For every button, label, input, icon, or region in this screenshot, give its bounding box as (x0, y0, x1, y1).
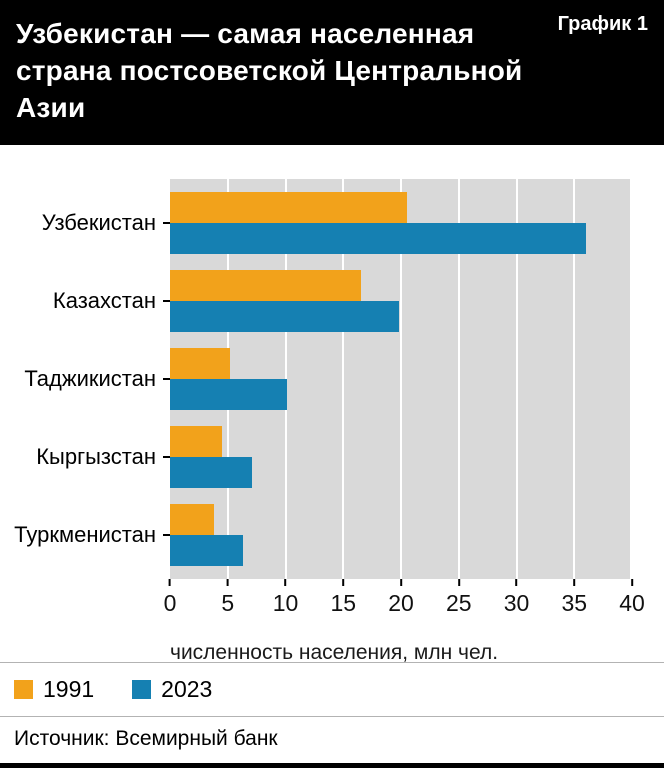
bar-2023-Туркменистан (170, 534, 243, 566)
chart-footer: 1991 2023 Источник: Всемирный банк (0, 662, 664, 768)
x-tick-label: 35 (561, 589, 588, 616)
x-tick-label: 30 (503, 589, 530, 616)
separator-line (0, 662, 664, 663)
legend-swatch-1991 (14, 680, 33, 699)
x-tick-mark (573, 578, 576, 586)
category-label: Туркменистан (14, 521, 156, 547)
x-tick-mark (457, 578, 460, 586)
x-tick-mark (515, 578, 518, 586)
x-tick: 25 (445, 578, 472, 617)
legend-item-2023: 2023 (132, 676, 212, 703)
legend-item-1991: 1991 (14, 676, 94, 703)
bar-group: Узбекистан (42, 191, 632, 254)
bar-1991-Туркменистан (170, 503, 214, 535)
gridline (400, 178, 402, 579)
gridline (457, 178, 460, 579)
y-axis-tick (163, 455, 170, 458)
legend-label-1991: 1991 (43, 676, 95, 702)
separator-line (0, 716, 664, 717)
bar-group: Кыргызстан (36, 425, 632, 488)
x-tick: 20 (388, 578, 414, 617)
gridline (573, 178, 576, 579)
x-tick: 10 (272, 578, 299, 617)
x-tick: 30 (503, 578, 530, 617)
x-tick-label: 10 (272, 589, 299, 616)
x-tick-label: 0 (163, 589, 177, 616)
bar-2023-Таджикистан (170, 378, 287, 410)
y-axis-tick (163, 221, 170, 224)
x-tick: 40 (619, 578, 645, 617)
x-tick: 35 (561, 578, 588, 617)
x-tick-mark (226, 578, 229, 586)
bar-1991-Узбекистан (170, 191, 407, 223)
y-axis-tick (163, 299, 170, 302)
bar-2023-Кыргызстан (170, 456, 252, 488)
x-axis: 0 5 10 15 20 25 30 35 40 (164, 578, 645, 625)
x-tick: 15 (330, 578, 357, 617)
chart-title: Узбекистан — самая населенная страна пос… (16, 18, 523, 124)
x-tick-mark (284, 578, 287, 586)
chart-header: Узбекистан — самая населенная страна пос… (0, 0, 664, 145)
bar-1991-Казахстан (170, 269, 361, 301)
category-label: Казахстан (52, 287, 156, 313)
x-axis-title: численность населения, млн чел. (170, 640, 499, 664)
legend-swatch-2023 (132, 680, 152, 699)
gridline (515, 178, 518, 579)
x-tick-mark (342, 578, 345, 586)
x-tick: 5 (221, 578, 235, 617)
bar-2023-Казахстан (170, 300, 399, 332)
y-axis-tick (163, 377, 170, 380)
bar-group: Туркменистан (14, 503, 632, 566)
x-tick-mark (400, 578, 402, 586)
category-label: Кыргызстан (36, 443, 156, 469)
plot-area: Узбекистан Казахстан Таджикистан Кыргызстан… (14, 178, 632, 579)
x-tick-label: 25 (445, 589, 472, 616)
x-tick-label: 5 (221, 589, 235, 616)
category-label: Таджикистан (24, 365, 156, 391)
bar-group: Казахстан (53, 269, 632, 332)
x-tick-label: 20 (388, 589, 414, 616)
y-axis-tick (163, 533, 170, 536)
bar-group: Таджикистан (24, 347, 632, 410)
gridline (342, 178, 345, 579)
bar-1991-Кыргызстан (170, 425, 222, 457)
x-tick: 0 (163, 578, 177, 617)
bar-1991-Таджикистан (170, 347, 231, 379)
x-tick-label: 40 (619, 589, 645, 616)
source-text: Источник: Всемирный банк (14, 727, 278, 750)
bar-2023-Узбекистан (170, 222, 586, 254)
bottom-rule (0, 763, 664, 768)
legend-label-2023: 2023 (161, 676, 213, 702)
x-tick-mark (168, 578, 171, 586)
category-label: Узбекистан (41, 209, 156, 235)
gridline (630, 178, 632, 579)
chart-number-label: График 1 (557, 13, 648, 35)
x-tick-mark (631, 578, 633, 586)
legend: 1991 2023 (0, 663, 664, 716)
x-tick-label: 15 (330, 589, 357, 616)
